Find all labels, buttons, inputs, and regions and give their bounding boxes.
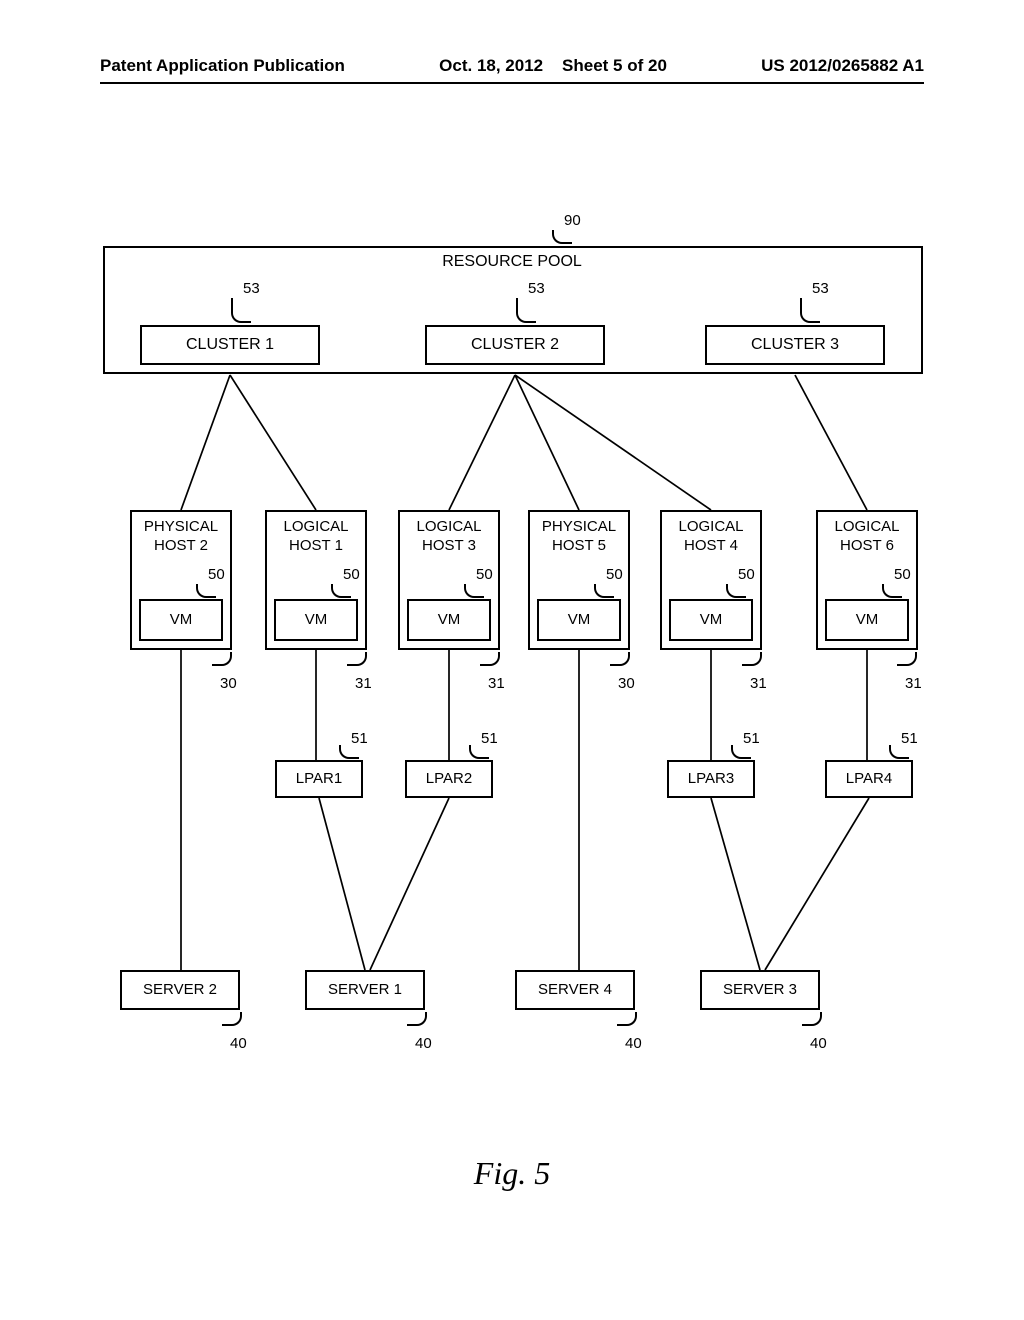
host-refnum: 31 [905,675,922,692]
figure-caption: Fig. 5 [0,1155,1024,1192]
vm-ref-hook [726,584,746,598]
host-refnum: 31 [488,675,505,692]
host-refnum: 30 [618,675,635,692]
host-ref-hook [347,652,367,666]
lpar-box: LPAR2 [405,760,493,798]
vm-ref-hook [594,584,614,598]
vm-refnum: 50 [208,566,225,583]
lpar-label: LPAR1 [296,770,342,789]
cluster-box: CLUSTER 2 [425,325,605,365]
server-refnum: 40 [230,1035,247,1052]
server-box: SERVER 1 [305,970,425,1010]
lpar-ref-hook [469,745,489,759]
host-title: LOGICALHOST 1 [267,518,365,556]
vm-refnum: 50 [606,566,623,583]
cluster-ref-hook [800,298,820,323]
vm-box: VM [825,599,909,641]
lpar-label: LPAR2 [426,770,472,789]
server-refnum: 40 [810,1035,827,1052]
vm-label: VM [305,611,328,630]
lpar-ref-hook [339,745,359,759]
header-rule [100,82,924,84]
server-box: SERVER 2 [120,970,240,1010]
lpar-ref-hook [889,745,909,759]
host-title: LOGICALHOST 6 [818,518,916,556]
vm-box: VM [139,599,223,641]
header-left: Patent Application Publication [100,56,345,76]
cluster-refnum: 53 [812,280,829,297]
vm-label: VM [700,611,723,630]
host-ref-hook [212,652,232,666]
server-box: SERVER 4 [515,970,635,1010]
cluster-label: CLUSTER 3 [751,335,839,355]
cluster-box: CLUSTER 3 [705,325,885,365]
host-ref-hook [480,652,500,666]
vm-box: VM [537,599,621,641]
cluster-label: CLUSTER 1 [186,335,274,355]
server-refnum: 40 [625,1035,642,1052]
vm-label: VM [856,611,879,630]
vm-box: VM [669,599,753,641]
host-title: LOGICALHOST 4 [662,518,760,556]
server-ref-hook [222,1012,242,1026]
server-label: SERVER 4 [538,981,612,1000]
vm-ref-hook [882,584,902,598]
server-label: SERVER 1 [328,981,402,1000]
lpar-label: LPAR4 [846,770,892,789]
cluster-refnum: 53 [528,280,545,297]
lpar-ref-hook [731,745,751,759]
host-ref-hook [897,652,917,666]
vm-box: VM [274,599,358,641]
cluster-box: CLUSTER 1 [140,325,320,365]
vm-label: VM [568,611,591,630]
vm-ref-hook [196,584,216,598]
host-refnum: 31 [750,675,767,692]
vm-ref-hook [331,584,351,598]
server-label: SERVER 3 [723,981,797,1000]
host-refnum: 30 [220,675,237,692]
lpar-box: LPAR1 [275,760,363,798]
lpar-box: LPAR4 [825,760,913,798]
host-title: PHYSICALHOST 2 [132,518,230,556]
host-ref-hook [610,652,630,666]
cluster-refnum: 53 [243,280,260,297]
server-ref-hook [617,1012,637,1026]
header-sheet: Sheet 5 of 20 [562,56,667,75]
host-refnum: 31 [355,675,372,692]
vm-ref-hook [464,584,484,598]
vm-refnum: 50 [894,566,911,583]
resource-pool-label: RESOURCE POOL [100,253,924,271]
host-ref-hook [742,652,762,666]
vm-label: VM [170,611,193,630]
pool-ref-hook [552,230,572,244]
vm-refnum: 50 [738,566,755,583]
lpar-box: LPAR3 [667,760,755,798]
cluster-ref-hook [516,298,536,323]
cluster-ref-hook [231,298,251,323]
cluster-label: CLUSTER 2 [471,335,559,355]
page-header: Patent Application Publication Oct. 18, … [0,56,1024,76]
vm-refnum: 50 [476,566,493,583]
vm-label: VM [438,611,461,630]
server-box: SERVER 3 [700,970,820,1010]
lpar-label: LPAR3 [688,770,734,789]
server-refnum: 40 [415,1035,432,1052]
host-title: PHYSICALHOST 5 [530,518,628,556]
server-ref-hook [407,1012,427,1026]
header-date: Oct. 18, 2012 [439,56,543,75]
vm-refnum: 50 [343,566,360,583]
pool-refnum: 90 [564,212,581,229]
host-title: LOGICALHOST 3 [400,518,498,556]
server-label: SERVER 2 [143,981,217,1000]
diagram-canvas: RESOURCE POOL 90 CLUSTER 1 CLUSTER 2 CLU… [100,220,924,1120]
server-ref-hook [802,1012,822,1026]
header-pubno: US 2012/0265882 A1 [761,56,924,76]
vm-box: VM [407,599,491,641]
